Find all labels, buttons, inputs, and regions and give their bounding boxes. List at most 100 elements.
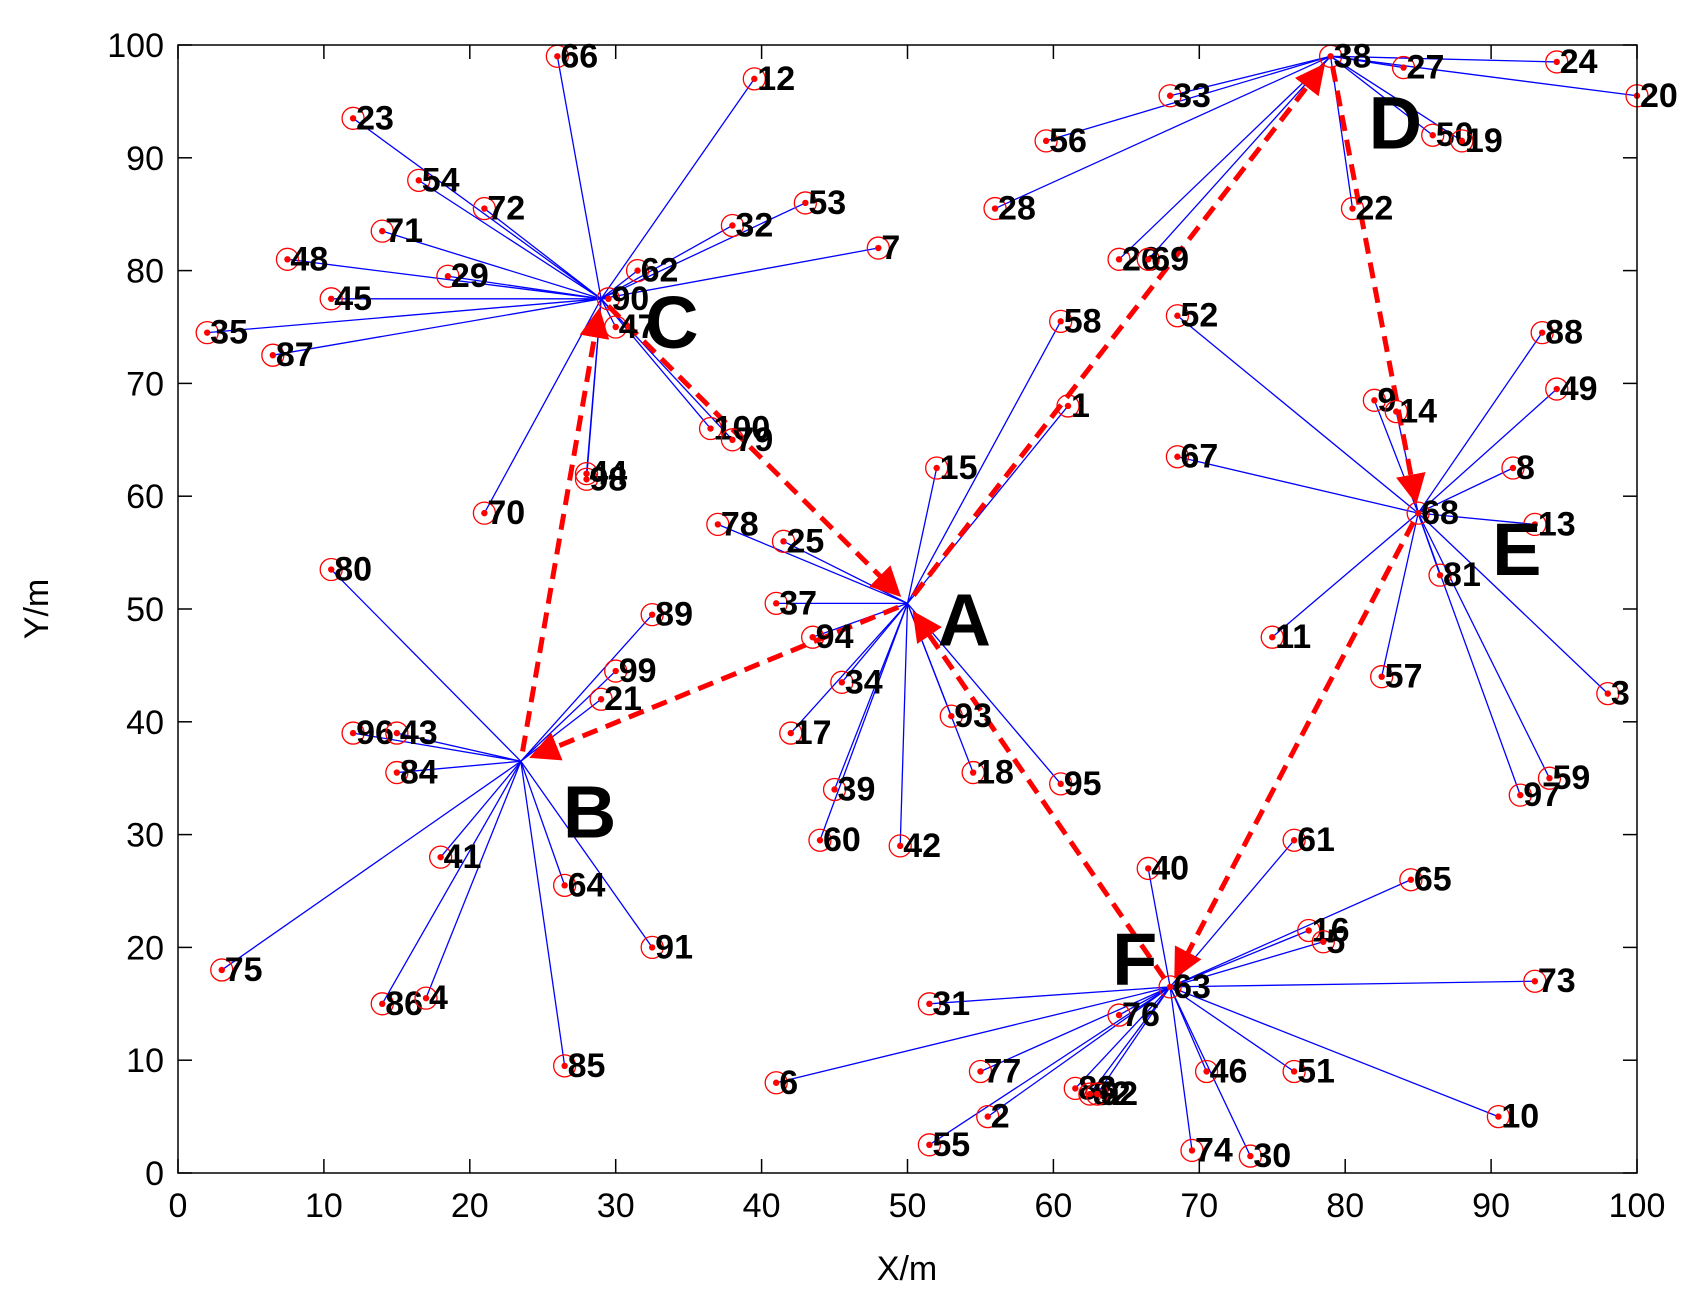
route-E-F bbox=[1174, 520, 1416, 979]
node-dot bbox=[203, 329, 211, 336]
link-75-B bbox=[221, 760, 522, 971]
x-tick-label: 40 bbox=[743, 1187, 781, 1225]
node-label: 64 bbox=[568, 866, 606, 904]
node-circle bbox=[1238, 1144, 1263, 1168]
node-label: 6 bbox=[779, 1064, 798, 1102]
node-29: 29 bbox=[436, 257, 489, 295]
node-label: 9 bbox=[1377, 381, 1396, 419]
node-label: 20 bbox=[1640, 77, 1678, 115]
node-label: 17 bbox=[794, 714, 832, 752]
node-73: 73 bbox=[1523, 962, 1576, 1000]
node-34: 34 bbox=[830, 663, 883, 701]
link-29-C bbox=[447, 275, 602, 300]
node-dot bbox=[583, 476, 590, 483]
y-tick-label: 70 bbox=[126, 365, 164, 403]
node-dot bbox=[1203, 1068, 1210, 1075]
node-circle bbox=[698, 416, 723, 441]
node-circle bbox=[574, 467, 599, 491]
axis-ticks: 0 10 20 30 40 50 60 70 80 90 100 0 10 20 30 40 50 60 70 80 9… bbox=[107, 27, 1665, 1225]
node-label: 38 bbox=[1334, 37, 1372, 75]
node-circle bbox=[640, 935, 664, 960]
node-circle bbox=[275, 247, 300, 271]
node-dot bbox=[583, 470, 590, 477]
node-dot bbox=[816, 837, 824, 844]
node-label: 50 bbox=[1436, 116, 1474, 154]
node-dot bbox=[948, 712, 955, 720]
node-label: 42 bbox=[903, 827, 941, 865]
node-label: 62 bbox=[641, 252, 679, 290]
node-label: 37 bbox=[779, 584, 817, 622]
node-circle bbox=[801, 625, 825, 649]
node-circle bbox=[1406, 501, 1430, 525]
node-dot bbox=[444, 273, 452, 280]
node-circle bbox=[1085, 1082, 1109, 1106]
link-52-E bbox=[1177, 315, 1419, 514]
node-label: 79 bbox=[735, 421, 773, 459]
node-89: 89 bbox=[640, 596, 693, 634]
node-label: 63 bbox=[1173, 968, 1211, 1006]
node-label: 97 bbox=[1523, 776, 1561, 814]
node-dot bbox=[415, 177, 422, 184]
node-13: 13 bbox=[1523, 505, 1576, 543]
node-dot bbox=[1086, 1090, 1094, 1098]
y-tick-label: 30 bbox=[126, 817, 164, 855]
node-label: 45 bbox=[334, 280, 372, 318]
node-84: 84 bbox=[385, 754, 438, 792]
node-51: 51 bbox=[1282, 1052, 1335, 1090]
node-38: 38 bbox=[1318, 37, 1372, 75]
node-95: 95 bbox=[1049, 765, 1102, 803]
link-86-B bbox=[381, 760, 522, 1005]
node-circle bbox=[604, 315, 628, 339]
node-dot bbox=[787, 729, 794, 737]
node-circle bbox=[428, 845, 453, 869]
node-31: 31 bbox=[917, 985, 970, 1023]
link-11-E bbox=[1271, 512, 1419, 638]
link-48-C bbox=[287, 258, 602, 300]
node-83: 83 bbox=[1063, 1069, 1116, 1107]
node-87: 87 bbox=[261, 336, 314, 374]
node-label: 53 bbox=[808, 184, 846, 222]
link-23-C bbox=[352, 117, 602, 300]
node-circle bbox=[961, 760, 985, 785]
node-label: 26 bbox=[1122, 240, 1160, 278]
node-circle bbox=[640, 602, 664, 627]
node-dot bbox=[1604, 690, 1612, 697]
node-33: 33 bbox=[1158, 77, 1211, 115]
node-dot bbox=[926, 1141, 933, 1149]
node-circle bbox=[1399, 868, 1423, 892]
node-dot bbox=[984, 1113, 991, 1120]
node-dot bbox=[780, 538, 787, 545]
y-tick-label: 10 bbox=[126, 1042, 164, 1080]
node-30: 30 bbox=[1238, 1137, 1291, 1175]
node-circle bbox=[1537, 766, 1562, 790]
node-58: 58 bbox=[1049, 302, 1102, 340]
node-dot bbox=[648, 611, 656, 618]
node-circle bbox=[1194, 1059, 1219, 1084]
node-14: 14 bbox=[1384, 393, 1437, 431]
node-label: 84 bbox=[400, 754, 438, 792]
x-tick-label: 60 bbox=[1034, 1187, 1072, 1225]
cluster-head-B: B bbox=[563, 770, 616, 853]
node-label: 34 bbox=[845, 663, 883, 701]
link-42-A bbox=[899, 603, 909, 846]
node-circle bbox=[1107, 1003, 1131, 1027]
node-label: 76 bbox=[1122, 996, 1160, 1034]
link-40-F bbox=[1147, 868, 1171, 987]
cluster-head-A: A bbox=[938, 578, 991, 661]
link-80-B bbox=[330, 569, 522, 762]
node-dot bbox=[802, 199, 809, 207]
node-label: 89 bbox=[655, 596, 693, 634]
link-92-F bbox=[1096, 986, 1171, 1095]
node-39: 39 bbox=[822, 770, 875, 808]
node-dot bbox=[977, 1068, 984, 1075]
node-label: 81 bbox=[1443, 556, 1481, 594]
node-label: 30 bbox=[1253, 1137, 1291, 1175]
node-99: 99 bbox=[604, 652, 657, 690]
node-circle bbox=[1340, 196, 1365, 221]
node-dot bbox=[634, 267, 641, 274]
node-52: 52 bbox=[1165, 297, 1218, 335]
node-dot bbox=[349, 115, 357, 122]
node-label: 75 bbox=[225, 951, 263, 989]
node-75: 75 bbox=[210, 951, 263, 989]
